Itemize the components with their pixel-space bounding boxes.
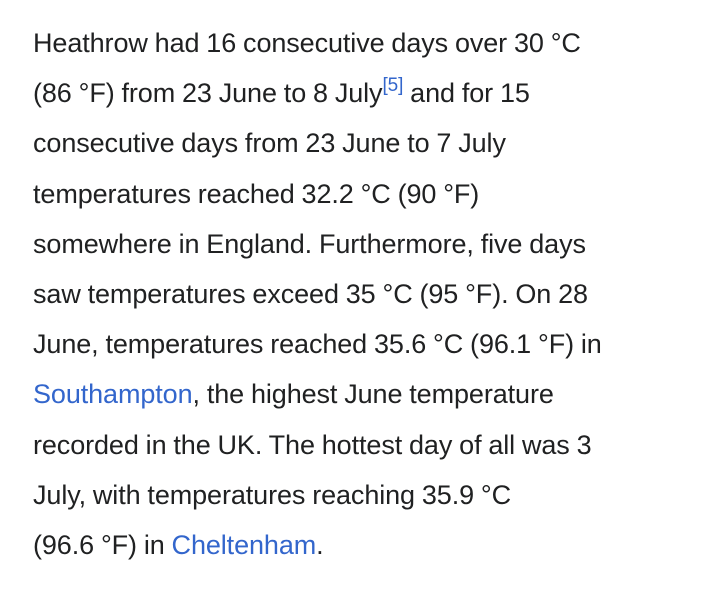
text-segment: (86 °F) from 23 June to 8 July (33, 78, 383, 109)
text-line-8: Southampton, the highest June temperatur… (33, 369, 693, 419)
text-line-11: (96.6 °F) in Cheltenham. (33, 520, 693, 570)
text-line-5: somewhere in England. Furthermore, five … (33, 228, 586, 259)
southampton-link[interactable]: Southampton (33, 379, 193, 410)
text-segment: . (316, 530, 324, 561)
citation-reference: [5] (382, 75, 403, 96)
cheltenham-link[interactable]: Cheltenham (171, 530, 317, 561)
citation-link-5[interactable]: [5] (382, 75, 404, 97)
text-line-6: saw temperatures exceed 35 °C (95 °F). O… (33, 279, 588, 310)
text-line-2: (86 °F) from 23 June to 8 July[5] and fo… (33, 68, 693, 118)
text-segment: and for 15 (403, 78, 530, 109)
text-line-7: June, temperatures reached 35.6 °C (96.1… (33, 329, 602, 360)
text-line-1: Heathrow had 16 consecutive days over 30… (33, 28, 581, 58)
text-line-9: recorded in the UK. The hottest day of a… (33, 429, 592, 460)
text-segment: , the highest June temperature (192, 379, 554, 410)
text-line-3: consecutive days from 23 June to 7 July (33, 128, 506, 159)
text-line-4: temperatures reached 32.2 °C (90 °F) (33, 178, 480, 209)
text-segment: (96.6 °F) in (33, 530, 172, 561)
text-line-10: July, with temperatures reaching 35.9 °C (33, 479, 512, 510)
article-paragraph: Heathrow had 16 consecutive days over 30… (33, 18, 693, 570)
